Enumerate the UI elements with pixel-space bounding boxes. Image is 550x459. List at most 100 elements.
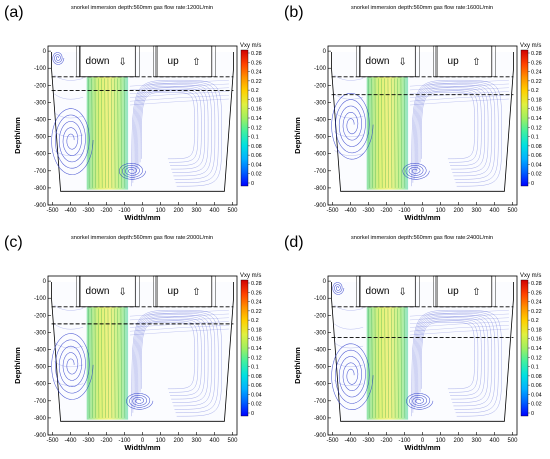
colorbar-tick-label: 0.1 (531, 365, 539, 371)
vortex-lower (402, 163, 430, 180)
y-tick-label: -700 (314, 399, 327, 405)
streamline-plume (368, 78, 370, 188)
y-tick-label: -900 (34, 433, 47, 439)
panel-d: (d) snorkel immersion depth:560mm gas flo… (280, 230, 550, 455)
y-tick-label: -600 (34, 382, 47, 388)
streamline-plume (378, 78, 380, 188)
colorbar-tick-label: 0.02 (531, 402, 542, 408)
x-tick-label: -300 (82, 438, 95, 444)
streamline-left (54, 342, 84, 349)
vortex-left (51, 108, 94, 175)
up-arrow-icon: ⇧ (192, 287, 200, 298)
colorbar-tick-label: 0.06 (531, 153, 542, 159)
colorbar (240, 49, 249, 187)
streamline-plume (123, 78, 126, 188)
up-arrow-icon: ⇧ (472, 287, 480, 298)
streamline-horizontal (409, 98, 509, 106)
colorbar-tick-label: 0.14 (251, 116, 262, 122)
panel-d-svg: (d) snorkel immersion depth:560mm gas flo… (284, 234, 542, 452)
streamline-horizontal (129, 91, 229, 98)
streamline-plume (94, 308, 96, 418)
colorbar-tick-label: 0.08 (251, 374, 262, 380)
colorbar-tick-label: 0.28 (531, 281, 542, 287)
colorbar-tick-label: 0.2 (251, 88, 259, 94)
streamline-plume (107, 78, 109, 188)
up-snorkel (435, 45, 493, 78)
colorbar-tick-label: 0.18 (531, 327, 542, 333)
up-label: up (168, 286, 180, 297)
x-tick-label: 100 (155, 208, 166, 214)
y-tick-label: -300 (314, 100, 327, 106)
colorbar-tick-label: 0 (251, 411, 254, 417)
y-tick-label: -300 (34, 330, 47, 336)
streamline-horizontal (409, 310, 509, 317)
streamline-plume (384, 308, 386, 418)
streamline-horizontal (409, 95, 509, 102)
streamline-left (334, 323, 364, 330)
x-tick-label: -500 (46, 208, 59, 214)
x-tick-label: -400 (64, 438, 77, 444)
streamline-plume (374, 308, 376, 418)
streamline-left (334, 304, 364, 311)
streamline-plume (394, 308, 396, 418)
x-tick-label: 0 (421, 438, 425, 444)
y-tick-label: -700 (34, 169, 47, 175)
colorbar-tick-label: 0.08 (531, 144, 542, 150)
streamline-recirculation (135, 314, 212, 407)
colorbar-tick-label: 0.28 (531, 51, 542, 57)
y-axis-label: Depth/mm (293, 347, 302, 384)
streamline-plume (368, 308, 370, 418)
colorbar-tick-label: 0.16 (251, 337, 262, 343)
x-tick-label: -100 (118, 208, 131, 214)
streamline-horizontal (129, 80, 229, 87)
y-tick-label: -800 (314, 416, 327, 422)
up-snorkel (155, 45, 213, 78)
panel-a: (a) snorkel immersion depth:560mm gas flo… (0, 0, 270, 225)
streamline-plume (98, 78, 100, 188)
panel-b: (b) snorkel immersion depth:560mm gas flo… (280, 0, 550, 225)
colorbar-tick-label: 0.1 (251, 365, 259, 371)
streamline-plume (397, 308, 399, 418)
colorbar-tick-label: 0.1 (531, 135, 539, 141)
colorbar-tick-label: 0.12 (531, 125, 542, 131)
streamline-recirculation (139, 90, 199, 163)
x-tick-label: 400 (489, 208, 500, 214)
vortex-left (51, 333, 94, 400)
down-arrow-icon: ⇩ (399, 57, 407, 68)
colorbar-tick-label: 0.02 (251, 402, 262, 408)
y-tick-label: -300 (314, 330, 327, 336)
x-tick-label: -300 (82, 208, 95, 214)
streamline-horizontal (409, 87, 509, 94)
colorbar-tick-label: 0.2 (531, 88, 539, 94)
streamline-plume (400, 308, 402, 418)
streamline-left (54, 131, 84, 137)
colorbar-tick-label: 0.18 (251, 97, 262, 103)
y-tick-label: 0 (323, 279, 327, 285)
down-arrow-icon: ⇩ (399, 287, 407, 298)
streamline-plume (91, 78, 93, 188)
y-tick-label: -800 (34, 416, 47, 422)
colorbar-tick-label: 0.04 (251, 392, 262, 398)
colorbar (520, 49, 529, 187)
colorbar-tick-label: 0.24 (251, 300, 262, 306)
streamline-plume (91, 308, 93, 418)
streamlines (51, 304, 229, 418)
y-tick-label: -100 (34, 66, 47, 72)
streamline-horizontal (129, 317, 229, 324)
x-tick-label: 100 (155, 438, 166, 444)
colorbar-tick-label: 0.16 (531, 107, 542, 113)
streamline-recirculation (136, 86, 209, 173)
y-tick-label: -900 (34, 203, 47, 209)
colorbar-title: Vxy m/s (240, 43, 261, 49)
colorbar-tick-label: 0 (251, 181, 254, 187)
panel-label: (c) (4, 234, 23, 251)
streamline-horizontal (409, 325, 509, 332)
streamline-horizontal (409, 321, 509, 328)
y-tick-label: 0 (43, 49, 47, 55)
x-tick-label: 400 (209, 208, 220, 214)
vortex-lower (406, 393, 434, 410)
x-tick-label: -500 (46, 438, 59, 444)
y-axis-label: Depth/mm (13, 347, 22, 384)
y-tick-label: -300 (34, 100, 47, 106)
streamline-plume (384, 78, 386, 188)
